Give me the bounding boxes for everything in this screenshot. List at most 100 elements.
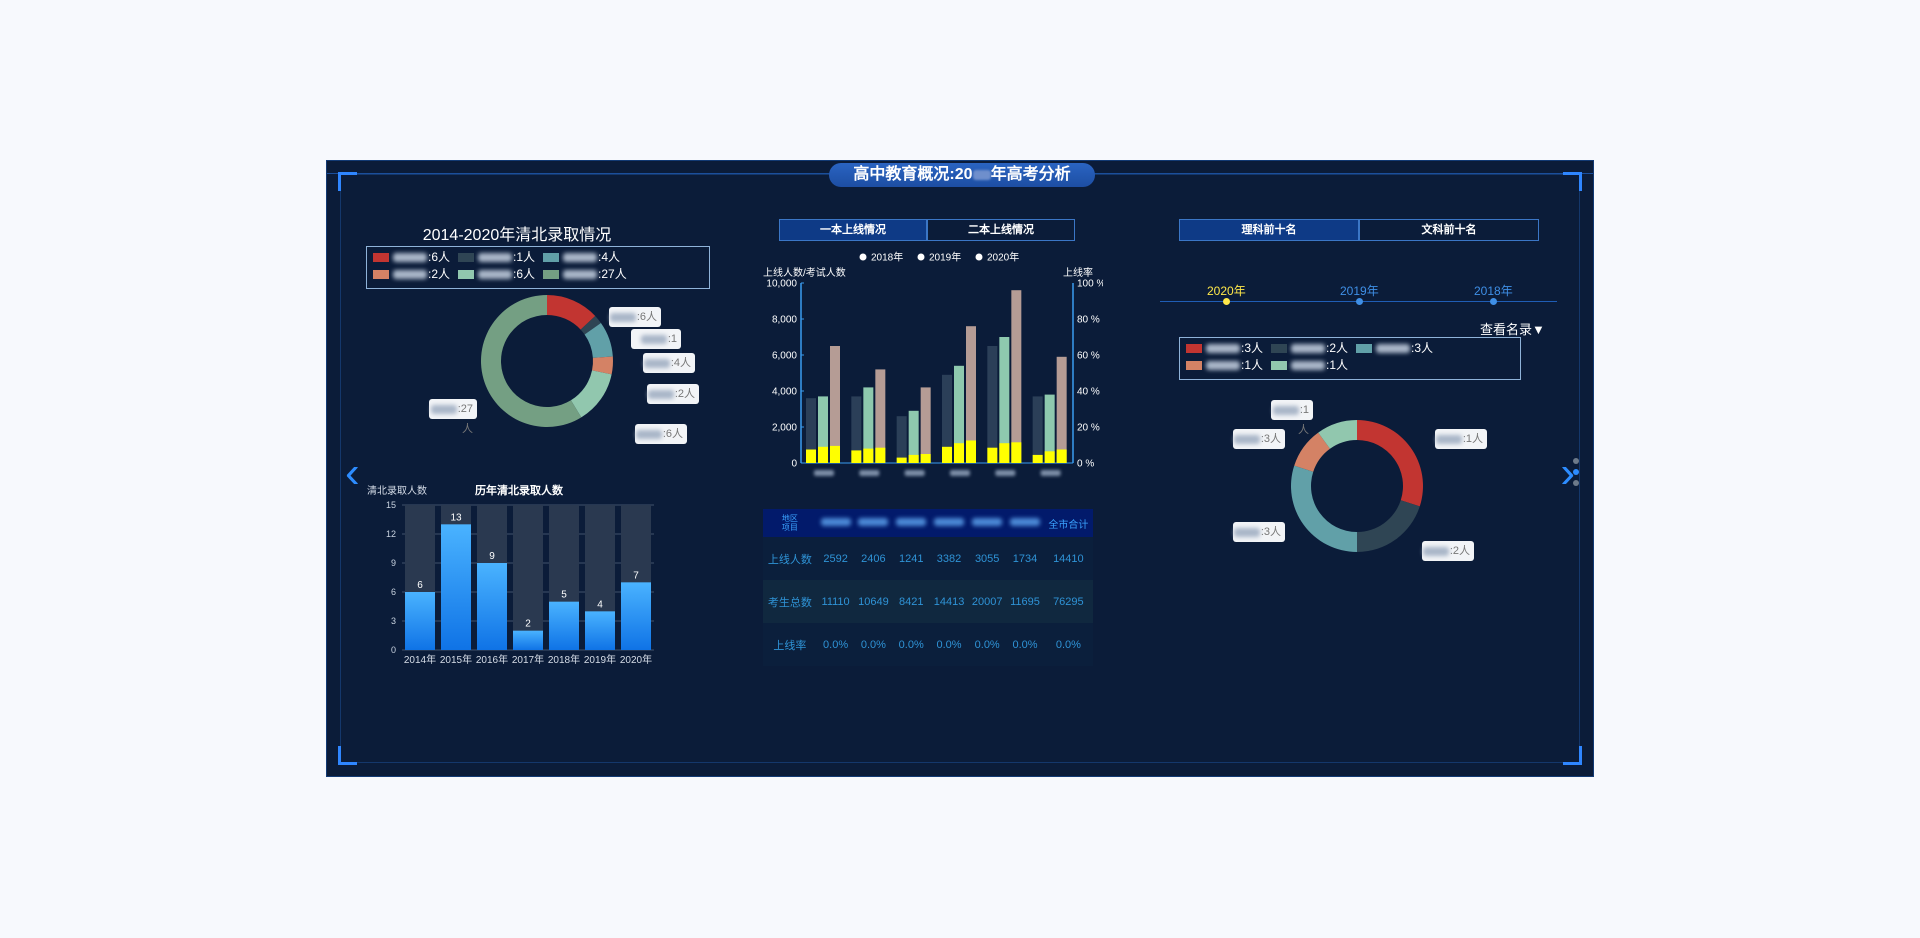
x-tick-label: 2016年 bbox=[476, 653, 508, 666]
y-tick-label: 4,000 bbox=[772, 387, 797, 398]
x-tick-label: 2017年 bbox=[512, 653, 544, 666]
passed-bar bbox=[1011, 442, 1022, 463]
year-tab-2[interactable]: 2018年 bbox=[1474, 284, 1513, 298]
x-tick-label: 2014年 bbox=[404, 653, 436, 666]
exam-bar bbox=[966, 326, 976, 463]
exam-bar bbox=[1056, 356, 1067, 463]
redacted-name bbox=[563, 253, 598, 263]
x-tick-label: 2018年 bbox=[548, 653, 580, 666]
y-tick-label: 6 bbox=[391, 587, 396, 597]
tab-arts-top10[interactable]: 文科前十名 bbox=[1359, 219, 1539, 241]
slice-callout: :1人 bbox=[631, 329, 681, 365]
x-tick-label: 2020年 bbox=[620, 653, 652, 666]
slice-callout: :2人 bbox=[647, 384, 699, 404]
legend-swatch bbox=[1186, 361, 1202, 371]
row-label: 上线人数 bbox=[767, 553, 812, 566]
exam-bar bbox=[830, 346, 840, 463]
y-tick-label: 10,000 bbox=[766, 279, 797, 290]
legend-item[interactable]: :4人 bbox=[543, 249, 620, 266]
legend-label: 2019年 bbox=[929, 251, 961, 264]
y2-tick-label: 40 % bbox=[1077, 387, 1100, 398]
exam-bar bbox=[908, 410, 919, 463]
table-header-row: 地区 项目 全市合计 bbox=[763, 509, 1093, 537]
redacted-name bbox=[1291, 361, 1326, 371]
table-cell: 2406 bbox=[861, 552, 886, 565]
exam-bar bbox=[920, 387, 931, 463]
legend-item[interactable]: :6人 bbox=[373, 249, 450, 266]
legend-swatch bbox=[458, 253, 475, 263]
callout-value: :3人 bbox=[1260, 433, 1281, 445]
legend-item[interactable]: :1人 bbox=[1271, 357, 1348, 374]
legend-swatch bbox=[1271, 361, 1288, 371]
redacted-x-label bbox=[859, 470, 880, 476]
tab-science-top10[interactable]: 理科前十名 bbox=[1179, 219, 1359, 241]
page-dot[interactable] bbox=[1573, 458, 1579, 464]
legend-swatch bbox=[1186, 344, 1202, 354]
year-tab-1[interactable]: 2019年 bbox=[1340, 284, 1379, 298]
legend-swatch bbox=[543, 270, 560, 280]
view-list-button[interactable]: 查看名录▼ bbox=[1480, 322, 1545, 337]
tab-second-tier[interactable]: 二本上线情况 bbox=[927, 219, 1075, 241]
callout-value: :27人 bbox=[457, 403, 473, 435]
legend-swatch bbox=[543, 253, 560, 263]
timeline-dot[interactable] bbox=[1223, 298, 1230, 305]
legend-label: :2人 bbox=[1326, 341, 1349, 355]
passed-bar bbox=[863, 448, 874, 463]
table-row: 上线人数 2592 2406 1241 3382 3055 1734 14410 bbox=[763, 537, 1093, 580]
legend-label: 2018年 bbox=[871, 251, 903, 264]
table-cell: 11695 bbox=[1010, 595, 1040, 608]
page-dot[interactable] bbox=[1573, 469, 1579, 475]
legend-item[interactable]: :1人 bbox=[1186, 357, 1263, 374]
pagination-dots[interactable] bbox=[1573, 453, 1579, 491]
callout-value: :1人 bbox=[1298, 404, 1309, 436]
table-cell: 8421 bbox=[898, 595, 924, 608]
legend-item[interactable]: :2人 bbox=[1271, 340, 1348, 357]
donut-slice bbox=[584, 322, 613, 358]
y-tick-label: 0 bbox=[391, 645, 396, 655]
legend-item[interactable]: :6人 bbox=[458, 266, 535, 283]
prev-arrow-icon[interactable]: ‹ bbox=[345, 448, 360, 497]
tab-first-tier[interactable]: 一本上线情况 bbox=[779, 219, 927, 241]
passed-bar bbox=[875, 447, 886, 463]
legend-item[interactable]: :3人 bbox=[1356, 340, 1433, 357]
y-tick-label: 9 bbox=[391, 558, 396, 568]
page-dot[interactable] bbox=[1573, 480, 1579, 486]
page-title: 高中教育概况:20 年高考分析 bbox=[829, 163, 1095, 187]
legend-item[interactable]: :27人 bbox=[543, 266, 627, 283]
slice-callout: :3人 bbox=[1233, 522, 1285, 542]
passed-bar bbox=[908, 454, 919, 463]
table-cell: 2592 bbox=[823, 552, 848, 565]
legend-item[interactable]: :1人 bbox=[458, 249, 535, 266]
redacted-name bbox=[1422, 546, 1449, 556]
y-tick-label: 8,000 bbox=[772, 315, 797, 326]
table-cell: 20007 bbox=[971, 595, 1003, 608]
timeline-dot[interactable] bbox=[1490, 298, 1497, 305]
redacted-name bbox=[1376, 344, 1411, 354]
table-column-header bbox=[1006, 509, 1043, 537]
timeline-dot[interactable] bbox=[1356, 298, 1363, 305]
exam-bar bbox=[1032, 396, 1043, 463]
table-row: 考生总数 11110 10649 8421 14413 20007 11695 76295 bbox=[763, 580, 1093, 623]
passed-bar bbox=[851, 450, 862, 463]
passed-bar bbox=[966, 440, 976, 463]
redacted-name bbox=[478, 253, 513, 263]
table-row: 上线率 0.0% 0.0% 0.0% 0.0% 0.0% 0.0% 0.0% bbox=[763, 623, 1093, 666]
table-column-header bbox=[817, 509, 854, 537]
next-arrow-icon[interactable]: › bbox=[1560, 448, 1575, 497]
slice-callout: :6人 bbox=[609, 307, 661, 327]
legend-item[interactable]: :3人 bbox=[1186, 340, 1263, 357]
year-tab-0[interactable]: 2020年 bbox=[1207, 284, 1246, 298]
table-cell: 0.0% bbox=[974, 638, 1000, 651]
bar bbox=[549, 601, 579, 650]
legend-item[interactable]: :2人 bbox=[373, 266, 450, 283]
donut-slice bbox=[1291, 465, 1357, 552]
exam-bar bbox=[806, 398, 816, 463]
redacted-name bbox=[635, 429, 662, 439]
bar-chart-title: 历年清北录取人数 bbox=[475, 483, 564, 497]
y-tick-label: 3 bbox=[391, 616, 396, 626]
passed-bar bbox=[896, 457, 907, 463]
donut-slice bbox=[592, 356, 613, 375]
table-cell: 3382 bbox=[936, 552, 962, 565]
donut-slice bbox=[1318, 420, 1357, 449]
